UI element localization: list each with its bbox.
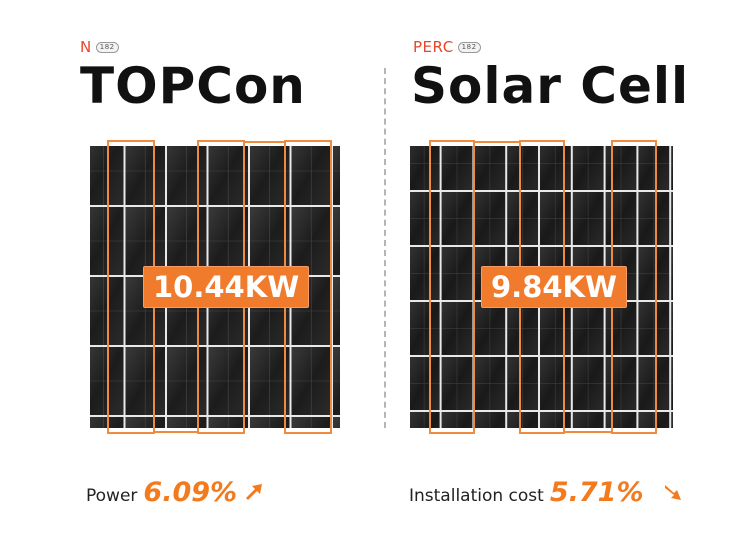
- down-arrow-icon: [662, 480, 684, 506]
- topcon-panel: N 182 TOPCon 10.44KW: [80, 38, 340, 508]
- power-metric: Power 6.09%: [86, 477, 265, 508]
- size-chip: 182: [95, 41, 119, 53]
- up-arrow-icon: [243, 480, 265, 506]
- perc-power-badge: 9.84KW: [481, 266, 628, 308]
- cell-type-label: N: [80, 38, 92, 56]
- topcon-sub-label: N 182: [80, 38, 119, 56]
- perc-title: Solar Cell: [411, 57, 690, 115]
- installation-cost-label: Installation cost: [409, 486, 544, 506]
- installation-cost-value: 5.71%: [549, 477, 644, 508]
- topcon-power-badge: 10.44KW: [143, 266, 310, 308]
- cell-type-label: PERC: [413, 38, 454, 56]
- panel-divider: [384, 68, 386, 428]
- perc-sub-label: PERC 182: [413, 38, 481, 56]
- perc-panel: PERC 182 Solar Cell: [375, 0, 750, 549]
- topcon-title: TOPCon: [80, 57, 306, 115]
- size-chip: 182: [457, 41, 481, 53]
- power-value: 6.09%: [143, 477, 238, 508]
- power-label: Power: [86, 486, 138, 506]
- installation-cost-metric: Installation cost 5.71%: [409, 477, 684, 508]
